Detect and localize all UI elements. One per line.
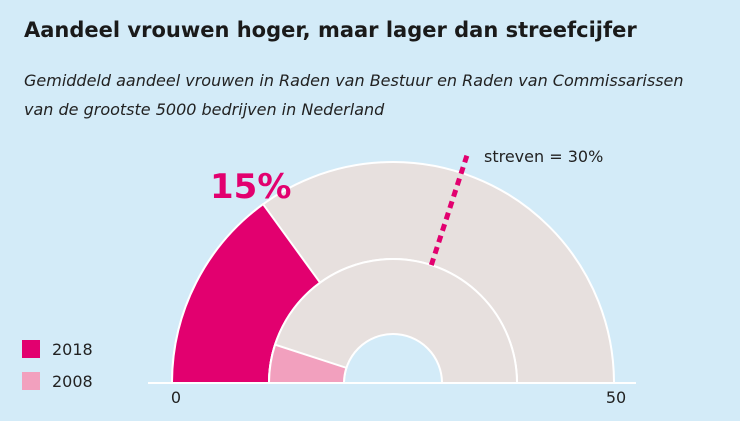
legend-label-2008: 2008 <box>52 371 93 391</box>
inner-track <box>267 258 519 384</box>
chart-title: Aandeel vrouwen hoger, maar lager dan st… <box>24 18 637 42</box>
legend-swatch-2018 <box>22 340 40 358</box>
target-label: streven = 30% <box>484 147 603 166</box>
legend-item-2018: 2018 <box>22 333 93 365</box>
inner-value-arc-2008 <box>267 343 348 384</box>
legend-label-2018: 2018 <box>52 339 93 359</box>
value-label: 15% <box>210 167 291 207</box>
legend-swatch-2008 <box>22 372 40 390</box>
tick-label-min: 0 <box>171 388 181 407</box>
chart-subtitle: Gemiddeld aandeel vrouwen in Raden van B… <box>24 71 684 119</box>
tick-label-max: 50 <box>606 388 626 407</box>
legend-item-2008: 2008 <box>22 365 93 397</box>
legend: 2018 2008 <box>22 333 93 397</box>
